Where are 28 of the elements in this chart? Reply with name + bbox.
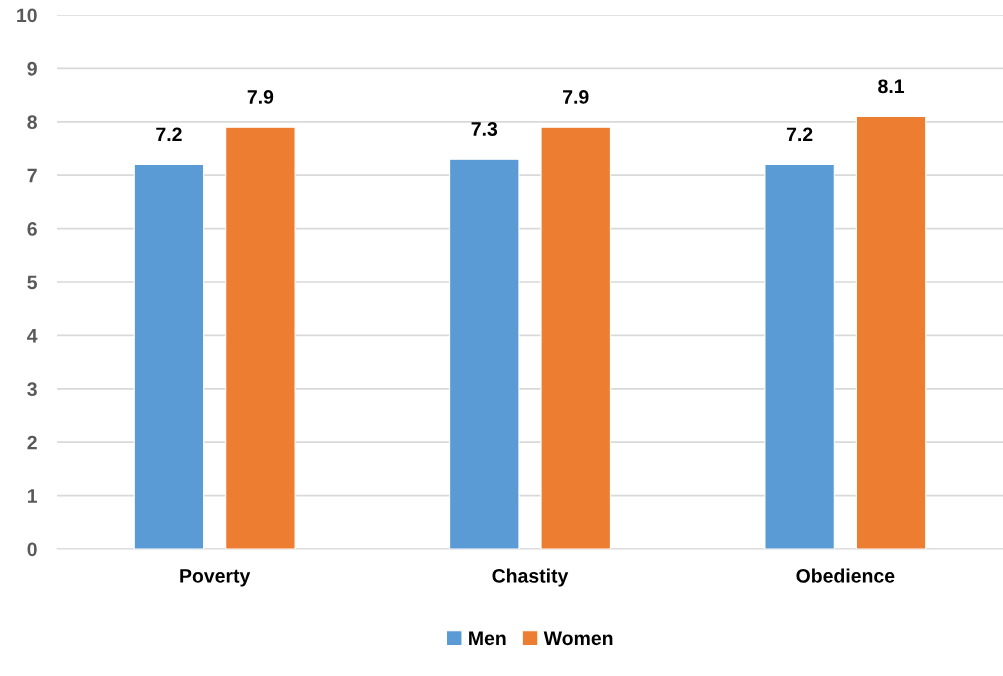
legend-label: Women [543,631,613,646]
data-label: 7.2 [786,127,813,142]
y-tick-label: 0 [27,542,37,557]
x-tick-label: Obedience [796,568,895,583]
bar [540,126,611,549]
y-tick-label: 3 [27,382,37,397]
bar [449,158,520,549]
data-label: 7.3 [471,122,498,136]
y-tick-label: 10 [17,8,37,23]
y-tick-label: 7 [27,168,37,183]
y-tick-label: 4 [27,329,38,343]
legend-label: Men [469,631,506,646]
bar [855,115,927,549]
y-tick-label: 6 [27,222,37,236]
y-tick-label: 8 [27,115,37,130]
bar [133,163,205,549]
bar [225,126,296,549]
y-tick-label: 9 [27,61,37,76]
data-label: 8.1 [878,79,905,94]
y-tick-label: 5 [27,275,38,290]
data-label: 7.9 [563,90,589,104]
bar [764,163,835,549]
x-tick-label: Poverty [180,569,251,587]
data-label: 7.9 [247,90,274,104]
y-tick-label: 1 [27,489,38,503]
y-tick-label: 2 [27,435,37,450]
data-label: 7.2 [156,127,182,142]
x-tick-label: Chastity [492,568,569,587]
